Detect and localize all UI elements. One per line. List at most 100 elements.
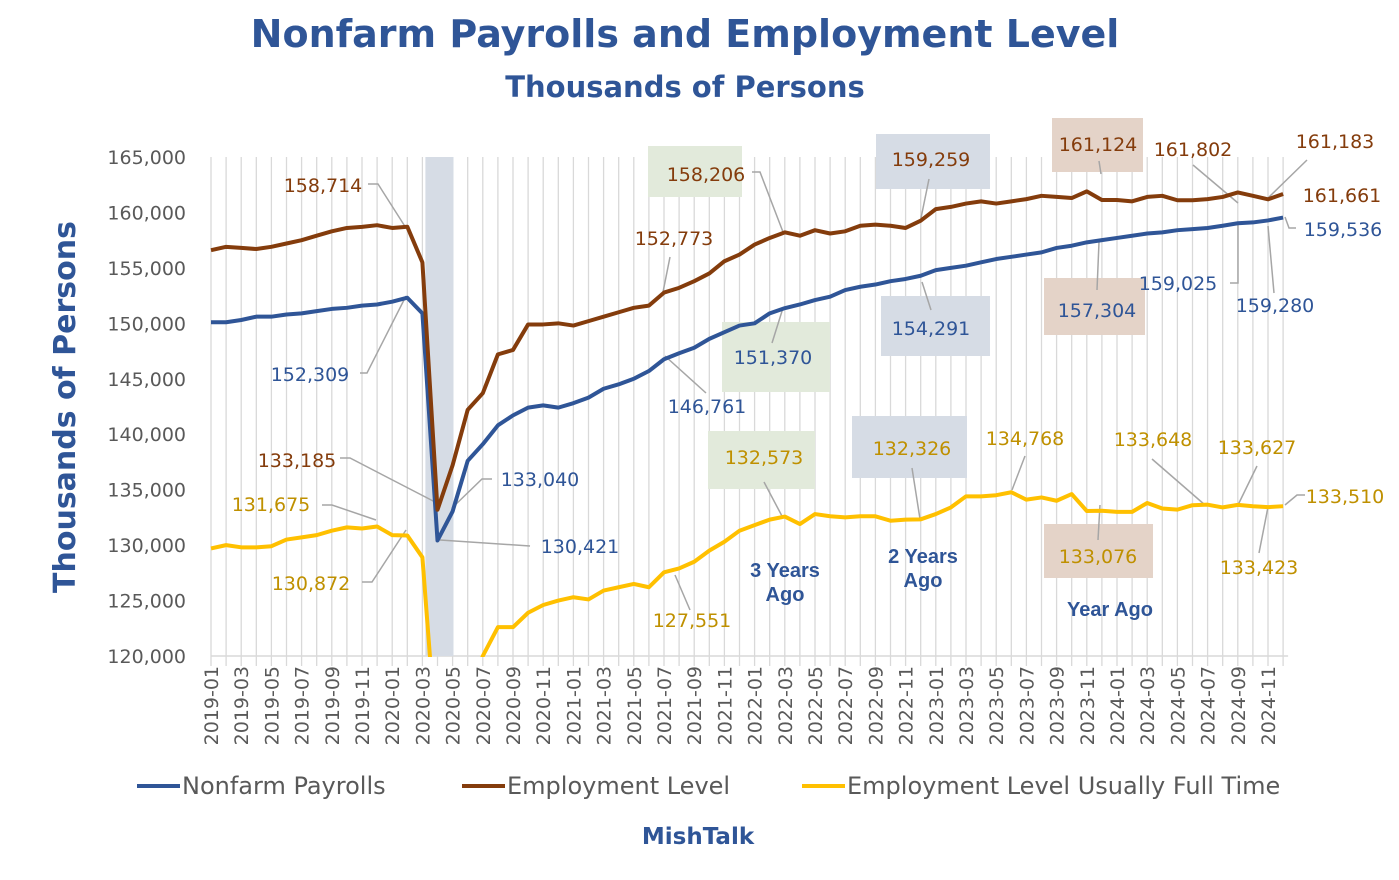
data-label: 154,291 — [892, 318, 971, 340]
series-line-0 — [211, 215, 1284, 543]
annotation-leaders — [322, 159, 1308, 611]
x-tick-label: 2022-03 — [775, 666, 797, 745]
x-tick-label: 2021-05 — [624, 666, 646, 745]
legend-employment: Employment Level — [507, 772, 730, 800]
leader-line — [1267, 225, 1275, 294]
leader-line — [771, 307, 784, 344]
leader-line — [1011, 455, 1026, 491]
data-label: 161,661 — [1303, 185, 1382, 207]
x-tick-label: 2023-07 — [1016, 666, 1038, 745]
x-tick-label: 2023-01 — [926, 666, 948, 745]
y-tick-label: 130,000 — [107, 535, 186, 557]
x-tick-label: 2020-07 — [473, 666, 495, 745]
leader-line — [439, 539, 531, 547]
data-label: 146,761 — [668, 396, 747, 418]
series-lines — [210, 189, 1284, 657]
series-line-2 — [210, 490, 1284, 657]
y-axis: 120,000 125,000 130,000 135,000 140,000 145,0… — [107, 147, 186, 668]
y-tick-label: 155,000 — [107, 258, 186, 280]
leader-line — [921, 281, 932, 311]
leader-line — [322, 504, 377, 521]
leader-line — [1284, 494, 1305, 506]
leader-line — [662, 256, 671, 293]
data-label: 127,551 — [653, 610, 732, 632]
leader-line — [920, 178, 930, 219]
data-label: 132,573 — [725, 447, 804, 469]
x-tick-label: 2021-01 — [563, 666, 585, 745]
x-tick-label: 2020-01 — [382, 666, 404, 745]
x-tick-label: 2019-01 — [201, 666, 223, 745]
leader-line — [911, 467, 921, 520]
data-label: 159,536 — [1304, 219, 1383, 241]
y-tick-label: 160,000 — [107, 202, 186, 224]
data-label: 133,510 — [1306, 486, 1385, 508]
x-tick-label: 2022-01 — [745, 666, 767, 745]
leader-line — [1151, 458, 1206, 506]
leader-line — [1258, 506, 1269, 554]
data-label: 151,370 — [734, 347, 813, 369]
legend-fulltime: Employment Level Usually Full Time — [847, 772, 1280, 800]
x-tick-label: 2024-07 — [1198, 666, 1220, 745]
data-label: 133,040 — [501, 469, 580, 491]
x-tick-label: 2024-11 — [1258, 666, 1280, 745]
leader-line — [664, 355, 707, 394]
x-tick-label: 2020-05 — [443, 666, 465, 745]
x-tick-label: 2023-09 — [1047, 666, 1069, 745]
data-label: 161,802 — [1154, 139, 1233, 161]
leader-line — [368, 183, 407, 229]
annotation-highlights — [648, 118, 1153, 578]
leader-line — [1230, 222, 1239, 284]
note-year-ago: Year Ago — [1067, 599, 1153, 621]
legend: Nonfarm Payrolls Employment Level Employ… — [137, 772, 1280, 800]
leader-line — [451, 478, 492, 509]
annotation-box — [881, 296, 990, 356]
data-label: 158,206 — [667, 164, 746, 186]
period-notes: 3 Years Ago 2 Years Ago Year Ago — [750, 546, 1153, 621]
y-tick-label: 120,000 — [107, 646, 186, 668]
data-label: 133,648 — [1114, 429, 1193, 451]
note-2-years-ago: Ago — [904, 570, 943, 592]
data-label: 157,304 — [1058, 300, 1137, 322]
x-tick-label: 2019-11 — [352, 666, 374, 745]
data-label: 161,124 — [1059, 134, 1138, 156]
data-label: 159,259 — [892, 149, 971, 171]
x-tick-label: 2024-09 — [1228, 666, 1250, 745]
x-tick-label: 2021-09 — [684, 666, 706, 745]
data-labels: 158,714 152,309 133,185 133,040 130,421 131,6… — [232, 131, 1385, 632]
annotation-box — [1044, 278, 1145, 335]
data-label: 152,773 — [635, 228, 714, 250]
y-tick-label: 145,000 — [107, 369, 186, 391]
data-label: 133,185 — [258, 450, 337, 472]
y-axis-label: Thousands of Persons — [48, 221, 83, 593]
leader-line — [1237, 465, 1258, 506]
legend-nonfarm: Nonfarm Payrolls — [182, 772, 386, 800]
data-label: 131,675 — [232, 494, 311, 516]
note-3-years: 3 Years — [750, 560, 820, 582]
x-tick-label: 2021-11 — [714, 666, 736, 745]
x-tick-label: 2019-09 — [322, 666, 344, 745]
leader-line — [1096, 241, 1100, 291]
x-tick-label: 2019-03 — [231, 666, 253, 745]
data-label: 133,627 — [1218, 437, 1297, 459]
x-axis: 2019-01 2019-03 2019-05 2019-07 2019-09 2019-… — [201, 666, 1280, 745]
annotation-box — [876, 134, 990, 189]
x-tick-label: 2022-05 — [805, 666, 827, 745]
x-tick-label: 2024-01 — [1107, 666, 1129, 745]
x-tick-label: 2020-03 — [412, 666, 434, 745]
chart-subtitle: Thousands of Persons — [505, 70, 865, 104]
y-tick-label: 150,000 — [107, 313, 186, 335]
leader-line — [1284, 216, 1296, 229]
x-tick-label: 2022-07 — [835, 666, 857, 745]
data-label: 132,326 — [873, 438, 952, 460]
x-tick-label: 2021-07 — [654, 666, 676, 745]
data-label: 159,025 — [1139, 273, 1218, 295]
annotation-box — [852, 416, 967, 478]
leader-line — [752, 171, 784, 233]
x-tick-label: 2021-03 — [594, 666, 616, 745]
x-tick-label: 2023-05 — [986, 666, 1008, 745]
x-tick-label: 2023-03 — [956, 666, 978, 745]
y-tick-label: 165,000 — [107, 147, 186, 169]
data-label: 159,280 — [1236, 295, 1315, 317]
x-tick-label: 2019-05 — [261, 666, 283, 745]
leader-line — [1267, 159, 1308, 199]
